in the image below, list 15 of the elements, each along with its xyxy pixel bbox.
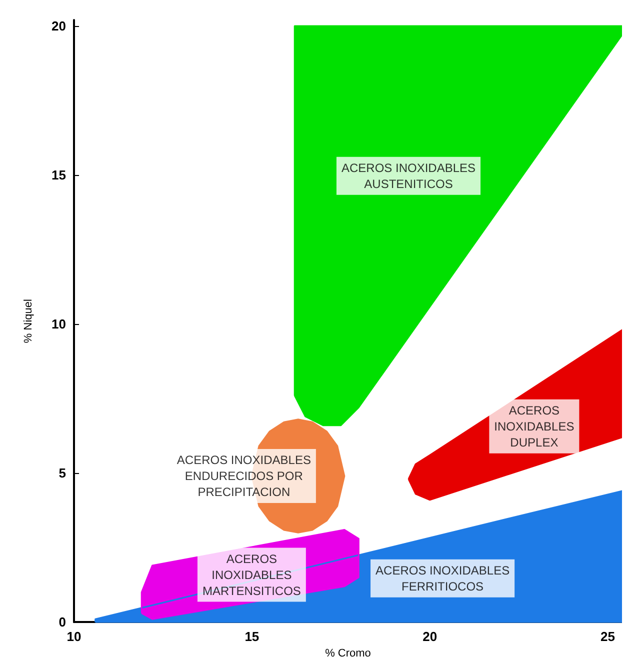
y-tick-label: 15 <box>52 167 66 182</box>
x-tick-label: 20 <box>422 629 438 644</box>
y-tick-label: 20 <box>52 18 66 34</box>
series-label: ACEROS INOXIDABLES DUPLEX <box>494 403 574 450</box>
x-tick-label: 15 <box>244 629 260 644</box>
series-label: ACEROS INOXIDABLES FERRITIOCOS <box>376 563 510 594</box>
x-tick-label: 25 <box>600 629 615 644</box>
y-tick-label: 10 <box>52 316 66 332</box>
y-axis-title: % Niquel <box>22 299 34 344</box>
y-tick-label: 0 <box>58 614 66 630</box>
series-label: ACEROS INOXIDABLES MARTENSITICOS <box>202 552 301 598</box>
x-axis-title: % Cromo <box>325 648 371 660</box>
series-label: ACEROS INOXIDABLES ENDURECIDOS POR PRECIPITACION <box>176 453 311 500</box>
series-label: ACEROS INOXIDABLES AUSTENITICOS <box>341 160 476 191</box>
y-tick-label: 5 <box>58 466 66 481</box>
